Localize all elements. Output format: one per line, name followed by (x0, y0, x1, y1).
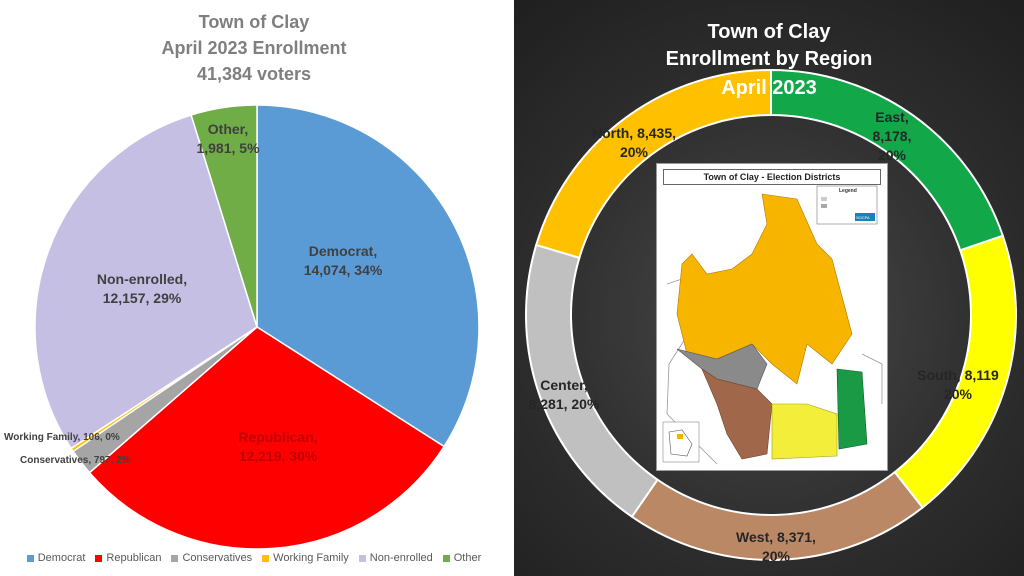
legend-item-democrat: Democrat (26, 552, 86, 564)
doughnut-label-west: West, 8,371, 20% (736, 529, 816, 564)
doughnut-label-east: East, 8,178, 20% (873, 109, 912, 163)
pie-chart-subtitle: April 2023 Enrollment (161, 38, 347, 58)
legend-swatch (358, 554, 366, 562)
legend-item-republican: Republican (95, 552, 161, 564)
doughnut-chart-title: Town of Clay (707, 21, 831, 43)
pie-chart-legend: Democrat Republican Conservatives Working F… (0, 550, 508, 566)
pie-slice-republican (88, 326, 446, 550)
legend-label: Republican (106, 552, 162, 564)
legend-item-other: Other (442, 552, 482, 564)
pie-label-democrat: Democrat, 14,074, 34% (304, 243, 383, 278)
pie-label-republican: Republican, 12,219, 30% (238, 429, 318, 464)
map-logo: SOCPA (856, 215, 870, 220)
pie-label-non-enrolled: Non-enrolled, 12,157, 29% (97, 271, 187, 306)
pie-slice-democrat (256, 104, 480, 448)
doughnut-slice-north (534, 68, 772, 260)
doughnut-label-south: South, 8,119 20% (917, 367, 999, 402)
pie-slice-other (190, 104, 258, 328)
region-doughnut-chart: East, 8,178, 20% South, 8,119 20% West, 8,371… (525, 68, 1017, 564)
doughnut-label-north: North, 8,435, 20% (592, 125, 676, 160)
region-doughnut-panel: Town of Clay Enrollment by Region East, 8… (514, 0, 1024, 576)
doughnut-chart-subtitle: Enrollment by Region (665, 48, 873, 70)
doughnut-slice-west (630, 470, 925, 561)
map-title: Town of Clay - Election Districts (663, 169, 881, 185)
district-map-graphic (662, 185, 883, 465)
legend-label: Working Family (273, 552, 349, 564)
legend-swatch (442, 554, 450, 562)
pie-label-working-family: Working Family, 106, 0% (4, 432, 120, 443)
election-district-map: Town of Clay - Election Districts (656, 163, 888, 471)
legend-item-non-enrolled: Non-enrolled (358, 552, 433, 564)
legend-item-working-family: Working Family (262, 552, 349, 564)
enrollment-pie-chart: Democrat, 14,074, 34% Republican, 12,219, 3… (4, 104, 480, 550)
legend-swatch (171, 554, 179, 562)
enrollment-pie-panel: Town of Clay April 2023 Enrollment 41,38… (0, 0, 508, 576)
pie-chart-total: 41,384 voters (196, 64, 312, 84)
pie-label-conservatives: Conservatives, 797, 2% (20, 455, 131, 466)
legend-swatch (262, 554, 270, 562)
legend-item-conservatives: Conservatives (171, 552, 252, 564)
pie-label-other: Other, 1,981, 5% (196, 121, 260, 156)
legend-label: Non-enrolled (369, 552, 433, 564)
legend-label: Democrat (37, 552, 86, 564)
legend-label: Conservatives (182, 552, 253, 564)
panel-divider (508, 0, 514, 576)
doughnut-label-center: Center, 8,281, 20% (529, 377, 600, 412)
map-legend-title: Legend (839, 188, 857, 194)
pie-chart-title: Town of Clay (198, 12, 310, 32)
legend-swatch (95, 554, 103, 562)
legend-label: Other (453, 552, 482, 564)
legend-swatch (26, 554, 34, 562)
pie-slice-non-enrolled (34, 114, 258, 450)
